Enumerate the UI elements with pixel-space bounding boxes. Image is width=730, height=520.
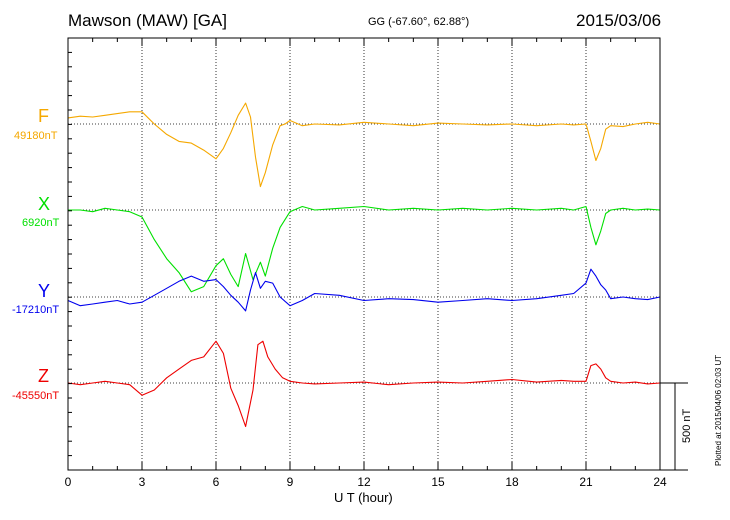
x-tick-label: 18 [505, 475, 519, 489]
series-group [67, 102, 661, 428]
x-tick-label: 9 [287, 475, 294, 489]
baseline-label-x: 6920nT [22, 217, 60, 229]
series-label-x: X [38, 194, 51, 214]
series-label-z: Z [38, 366, 49, 386]
station-title: Mawson (MAW) [GA] [68, 11, 227, 30]
coordinates-label: GG (-67.60°, 62.88°) [368, 16, 470, 28]
scale-bar [660, 382, 688, 471]
x-tick-label: 12 [357, 475, 371, 489]
series-line-x [68, 205, 661, 293]
series-label-f: F [38, 106, 49, 126]
series-line-z [67, 340, 661, 428]
baseline-label-y: -17210nT [12, 304, 60, 316]
x-tick-label: 6 [213, 475, 220, 489]
series-line-y [67, 268, 661, 312]
x-tick-label: 24 [653, 475, 667, 489]
x-tick-label: 3 [139, 475, 146, 489]
series-label-y: Y [38, 281, 51, 301]
x-axis-title: U T (hour) [334, 490, 393, 505]
x-tick-label: 15 [431, 475, 445, 489]
date-label: 2015/03/06 [576, 11, 662, 30]
baseline-label-z: -45550nT [12, 390, 60, 402]
grid-lines [141, 38, 587, 470]
x-tick-label: 21 [579, 475, 593, 489]
x-tick-label: 0 [65, 475, 72, 489]
x-tick-group: 0 3 6 9 12 15 18 21 24 [65, 37, 667, 489]
series-line-f [67, 102, 661, 188]
plotted-note: Plotted at 2015/04/06 02:03 UT [714, 354, 723, 466]
baseline-label-f: 49180nT [14, 130, 58, 142]
scale-bar-label: 500 nT [681, 408, 693, 443]
